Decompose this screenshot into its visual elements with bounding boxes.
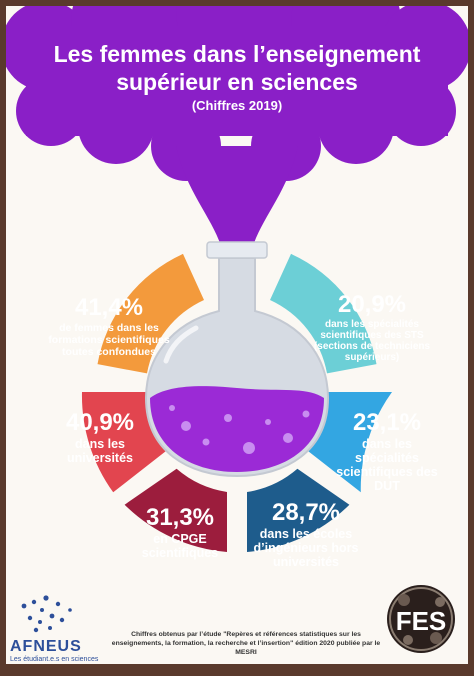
stat-description: de femmes dans les formations scientifiq…	[48, 322, 170, 358]
stat-percent: 31,3%	[145, 504, 215, 531]
stat-description: en CPGE scientifiques	[141, 532, 219, 560]
smoke-cloud	[6, 6, 468, 246]
stat-description: dans les spécialités scientifiques des D…	[336, 437, 438, 493]
segment-sts	[270, 253, 377, 374]
fes-badge-icon	[387, 585, 455, 653]
segment-formations	[97, 253, 204, 374]
page-title: Les femmes dans l’enseignement supérieur…	[53, 41, 421, 95]
stat-sts: 20,9% dans les spécialités scientifiques…	[302, 291, 442, 363]
flask-icon	[144, 241, 330, 478]
segment-cpge	[124, 468, 227, 552]
stat-percent: 40,9%	[65, 409, 135, 436]
stat-ecoles: 28,7% dans les écoles d’ingénieurs hors …	[242, 499, 370, 569]
fes-badge-label: FES	[395, 606, 447, 636]
brand-name: AFNEUS	[10, 638, 82, 655]
brand-tagline: Les étudiant.e.s en sciences	[10, 656, 99, 663]
segment-universites	[81, 392, 166, 493]
stat-percent: 20,9%	[337, 291, 407, 318]
segment-dut	[308, 392, 392, 493]
infographic-artwork	[6, 6, 468, 653]
stat-percent: 41,4%	[74, 294, 144, 321]
stat-description: dans les écoles d’ingénieurs hors univer…	[253, 527, 359, 569]
stat-universites: 40,9% dans les universités	[50, 409, 150, 465]
stat-dut: 23,1% dans les spécialités scientifiques…	[332, 409, 442, 493]
ring-segments	[81, 253, 392, 552]
source-note: Chiffres obtenus par l’étude "Repères et…	[111, 631, 381, 656]
stat-description: dans les spécialités scientifiques des S…	[313, 319, 431, 363]
stat-formations: 41,4% de femmes dans les formations scie…	[44, 294, 174, 358]
stat-cpge: 31,3% en CPGE scientifiques	[120, 504, 240, 560]
page-subtitle: (Chiffres 2019)	[191, 98, 283, 113]
stat-percent: 23,1%	[352, 409, 422, 436]
segment-ecoles	[247, 468, 350, 552]
infographic-poster: Les femmes dans l’enseignement supérieur…	[6, 6, 468, 664]
stat-description: dans les universités	[66, 437, 133, 465]
afneus-logo-icon	[21, 595, 72, 633]
stat-percent: 28,7%	[271, 499, 341, 526]
